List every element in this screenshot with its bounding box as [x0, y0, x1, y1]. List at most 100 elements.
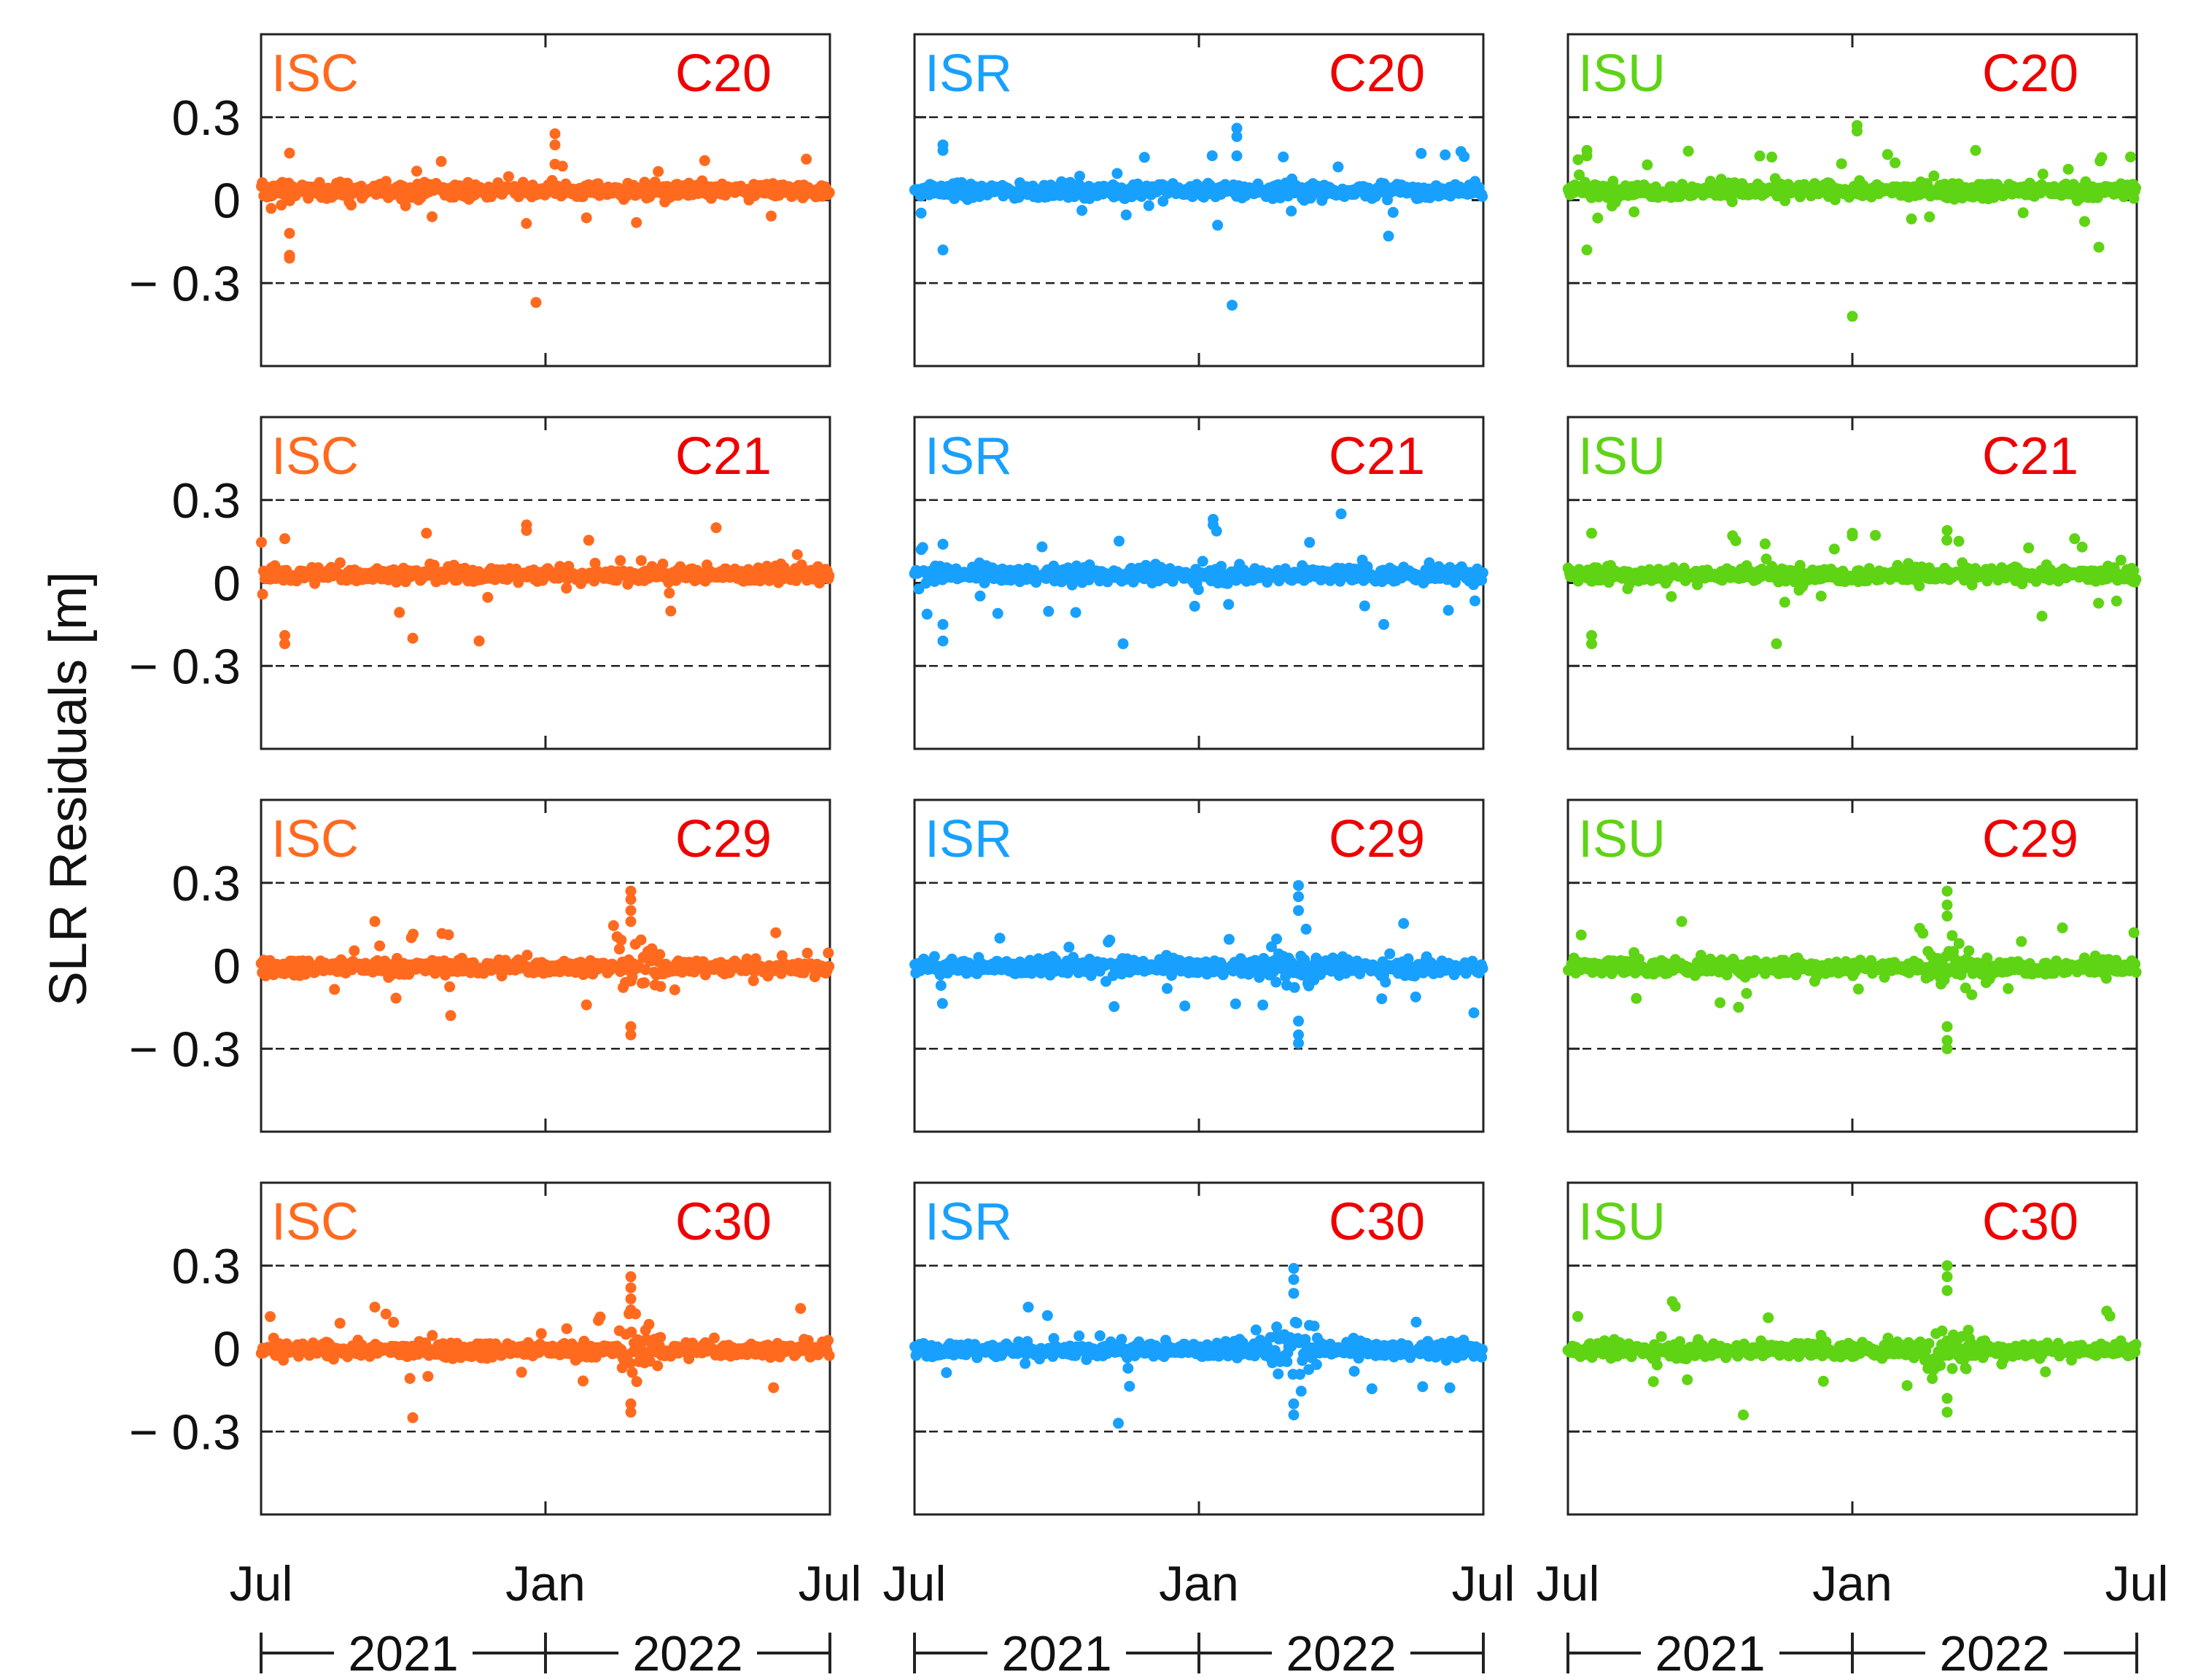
- data-point: [748, 975, 759, 987]
- data-point: [1760, 553, 1772, 565]
- data-point: [346, 199, 357, 211]
- data-point: [1270, 976, 1282, 988]
- data-point: [1138, 152, 1150, 163]
- panel-isr-c29: ISR C29: [909, 798, 1488, 1133]
- data-point: [1836, 158, 1847, 170]
- data-point: [1852, 983, 1864, 995]
- data-point: [1966, 989, 1978, 1000]
- solution-label: ISU: [1578, 44, 1666, 103]
- data-point: [1120, 209, 1132, 221]
- data-point: [2130, 966, 2142, 978]
- data-point: [823, 570, 835, 581]
- data-point: [639, 977, 650, 989]
- data-point: [992, 607, 1003, 619]
- data-point: [928, 951, 940, 962]
- outlier-point: [1383, 230, 1394, 242]
- data-point: [521, 949, 533, 961]
- data-point: [1070, 607, 1082, 618]
- data-point: [1953, 535, 1965, 547]
- data-point: [665, 605, 677, 617]
- data-point: [390, 992, 402, 1004]
- residual-points: [256, 519, 835, 650]
- residual-points: [1562, 120, 2141, 322]
- data-point: [1387, 206, 1399, 218]
- data-point: [2037, 168, 2049, 180]
- data-point: [1575, 929, 1587, 941]
- data-point: [1179, 1000, 1191, 1012]
- data-point: [1890, 157, 1901, 168]
- data-point: [777, 950, 788, 962]
- outlier-point: [2093, 241, 2105, 253]
- solution-label: ISC: [271, 427, 359, 486]
- data-point: [2023, 542, 2035, 553]
- data-point: [408, 928, 419, 940]
- outlier-point: [937, 618, 949, 630]
- data-point: [936, 998, 948, 1009]
- data-point: [699, 155, 710, 166]
- data-point: [2017, 207, 2029, 219]
- data-point: [1114, 535, 1125, 547]
- outlier-point: [521, 525, 532, 536]
- data-point: [1882, 149, 1893, 160]
- data-point: [1459, 151, 1470, 163]
- data-point: [1410, 991, 1421, 1003]
- data-point: [1928, 170, 1940, 182]
- data-point: [1754, 150, 1766, 162]
- data-point: [256, 537, 267, 548]
- outlier-point: [1227, 300, 1238, 311]
- y-tick-label: 0: [213, 556, 241, 612]
- data-point: [1043, 605, 1055, 617]
- data-point: [1074, 171, 1085, 182]
- outlier-point: [625, 905, 637, 917]
- data-point: [1206, 150, 1218, 162]
- data-point: [521, 218, 532, 229]
- data-point: [1192, 584, 1204, 596]
- outlier-point: [1293, 880, 1304, 891]
- data-point: [1266, 941, 1277, 952]
- data-point: [1104, 934, 1116, 946]
- data-point: [411, 166, 422, 177]
- outlier-point: [625, 894, 637, 905]
- data-point: [1230, 998, 1241, 1010]
- panel-isu-c29: ISU C29: [1563, 798, 2142, 1133]
- data-point: [2130, 573, 2142, 585]
- data-point: [502, 171, 514, 182]
- data-point: [823, 960, 835, 972]
- y-tick-label: 0.3: [171, 1239, 241, 1294]
- outlier-point: [710, 522, 722, 534]
- outlier-point: [369, 916, 381, 928]
- outlier-point: [1771, 638, 1782, 650]
- data-point: [2100, 973, 2112, 984]
- data-point: [380, 176, 392, 187]
- outlier-point: [1335, 508, 1347, 520]
- y-tick-label: 0: [213, 174, 241, 229]
- data-point: [349, 945, 360, 957]
- satellite-label: C29: [1982, 810, 2078, 868]
- data-point: [1380, 976, 1391, 988]
- data-point: [1257, 999, 1269, 1011]
- data-point: [2057, 922, 2068, 933]
- data-point: [1376, 993, 1388, 1005]
- outlier-point: [1852, 125, 1863, 137]
- outlier-point: [530, 297, 542, 308]
- data-point: [589, 557, 601, 569]
- data-point: [1212, 219, 1224, 231]
- data-point: [1607, 176, 1619, 187]
- data-point: [580, 999, 592, 1011]
- outlier-point: [1231, 122, 1243, 134]
- data-point: [669, 984, 680, 995]
- satellite-label: C20: [1329, 44, 1425, 103]
- data-point: [265, 1311, 276, 1323]
- data-point: [265, 203, 277, 214]
- data-point: [1063, 941, 1075, 953]
- data-point: [394, 607, 405, 618]
- data-point: [329, 984, 341, 995]
- data-point: [1574, 169, 1585, 181]
- outlier-point: [1941, 525, 1953, 536]
- data-point: [2125, 151, 2136, 163]
- outlier-point: [1586, 527, 1597, 539]
- data-point: [1730, 535, 1741, 547]
- data-point: [1642, 159, 1653, 171]
- data-point: [1197, 556, 1208, 567]
